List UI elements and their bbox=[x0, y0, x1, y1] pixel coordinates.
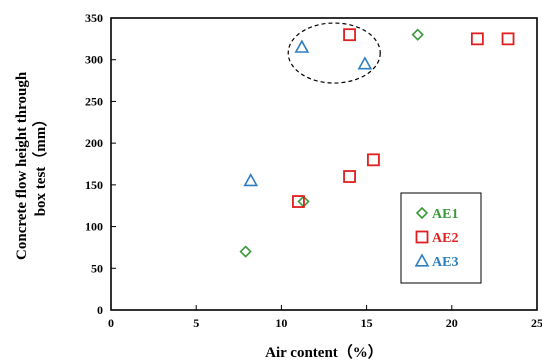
annotation-layer bbox=[287, 22, 381, 84]
y-tick-label: 150 bbox=[85, 178, 103, 192]
data-point bbox=[239, 245, 252, 258]
data-point bbox=[411, 28, 424, 41]
y-tick-label: 350 bbox=[85, 11, 103, 25]
x-tick-label: 10 bbox=[275, 316, 287, 330]
series-ae3 bbox=[243, 39, 373, 187]
series-ae1 bbox=[239, 28, 424, 258]
y-tick-label: 300 bbox=[85, 53, 103, 67]
x-axis-title: Air content（%） bbox=[265, 343, 383, 361]
data-point bbox=[294, 39, 310, 53]
legend-marker-ae3 bbox=[414, 253, 430, 267]
legend-marker-ae2 bbox=[415, 230, 429, 244]
plot-area-border bbox=[110, 17, 538, 311]
y-tick-label: 100 bbox=[85, 220, 103, 234]
series-ae2 bbox=[292, 28, 515, 208]
highlight-ellipse bbox=[287, 22, 381, 84]
y-tick-label: 200 bbox=[85, 136, 103, 150]
data-point bbox=[343, 170, 356, 183]
legend-label-ae1: AE1 bbox=[432, 207, 458, 222]
legend-box bbox=[400, 192, 482, 284]
data-point bbox=[292, 195, 305, 208]
y-tick-label: 0 bbox=[97, 303, 103, 317]
y-axis-title-line-2: box test（mm） bbox=[31, 112, 49, 217]
data-point bbox=[367, 153, 380, 167]
legend-label-ae3: AE3 bbox=[432, 255, 458, 270]
x-tick-label: 0 bbox=[108, 316, 114, 330]
x-tick-label: 25 bbox=[531, 316, 542, 330]
data-point bbox=[470, 32, 484, 46]
data-point bbox=[243, 173, 259, 187]
data-points bbox=[239, 28, 515, 258]
x-tick-label: 20 bbox=[446, 316, 458, 330]
y-axis-title-line-1: Concrete flow height through bbox=[14, 71, 30, 260]
x-tick-label: 15 bbox=[361, 316, 373, 330]
data-point bbox=[343, 28, 356, 42]
y-axis-title: Concrete flow height through box test（mm… bbox=[14, 68, 49, 260]
plot-frame bbox=[110, 17, 538, 311]
data-point bbox=[357, 56, 373, 70]
legend: AE1 AE2 AE3 bbox=[400, 192, 482, 284]
data-point bbox=[501, 32, 515, 46]
legend-marker-ae1 bbox=[415, 206, 429, 220]
y-tick-label: 50 bbox=[91, 261, 103, 275]
legend-label-ae2: AE2 bbox=[432, 231, 458, 246]
x-tick-label: 5 bbox=[193, 316, 199, 330]
y-tick-label: 250 bbox=[85, 94, 103, 108]
